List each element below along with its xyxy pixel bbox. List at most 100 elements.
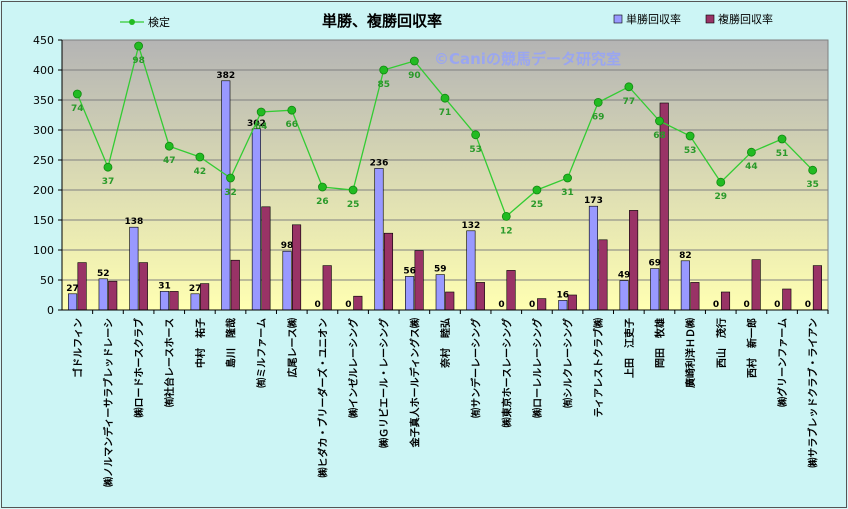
kentei-label: 25 [347,200,360,210]
x-category-label: 広尾レース㈱ [286,318,299,378]
kentei-point [655,116,664,126]
x-category-label: ㈱サラブレッドクラブ・ライアン [807,318,820,468]
y-tick-label: 350 [33,94,54,107]
bar-tansho [190,293,200,311]
bar-tansho [251,128,261,311]
x-category-label: 西村 新一郎 [745,318,758,378]
bar-fukusho [322,265,332,311]
kentei-point [532,185,542,195]
x-category-label: 廣崎利洋ＨＤ㈱ [684,318,697,389]
bar-fukusho [138,262,148,311]
legend-swatch-fukusho [705,14,715,24]
legend-label-kentei: 検定 [148,15,170,29]
bar-fukusho [720,291,731,311]
bar-value-label: 132 [461,221,480,231]
bars: 27 52 138 31 27 382 302 98 0 0 236 56 59 132 0 0 16 173 49… [66,71,822,311]
y-tick-label: 0 [47,304,54,317]
legend-point-swatch [129,19,135,25]
bar-fukusho [353,295,363,311]
kentei-point [501,211,511,221]
kentei-point [195,152,205,162]
y-tick-label: 100 [33,244,54,257]
kentei-point [134,41,144,51]
bar-value-label: 0 [345,300,351,310]
bar-fukusho [475,282,485,311]
bar-value-label: 27 [189,284,202,294]
kentei-label: 47 [163,156,176,166]
chart-title: 単勝、複勝回収率 [322,12,442,30]
bar-tansho [558,300,568,311]
kentei-point [747,147,756,157]
x-category-label: 奈村 睦弘 [439,318,452,369]
bar-fukusho [169,291,179,311]
bar-tansho [98,278,108,311]
y-tick-label: 50 [40,274,54,287]
bar-value-label: 382 [216,71,235,81]
bar-tansho [619,280,629,311]
x-category-label: 上田 江吏子 [623,318,636,378]
bar-value-label: 16 [557,290,570,300]
kentei-label: 29 [714,192,727,202]
kentei-label: 42 [194,167,207,177]
kentei-label: 25 [531,200,544,210]
kentei-label: 77 [623,97,636,107]
kentei-point [808,165,818,175]
bar-tansho [680,260,690,311]
bar-value-label: 0 [529,300,535,310]
bar-fukusho [108,280,118,311]
y-axis: 0 50 100 150 200 250 300 350 400 450 [33,34,63,317]
kentei-point [440,93,450,103]
x-category-label: ㈱ロードホースクラブ [133,318,146,418]
bar-value-label: 138 [124,217,143,227]
bar-value-label: 0 [744,300,750,310]
bar-value-label: 49 [618,271,631,281]
bar-fukusho [445,291,455,311]
x-category-label: ㈱ヒダカ・ブリーダーズ・ユニオン [316,318,329,478]
kentei-point [777,134,787,144]
kentei-label: 44 [745,162,758,172]
bar-tansho [68,293,78,311]
bar-value-label: 52 [97,269,110,279]
legend: 検定 単勝回収率 複勝回収率 [120,12,773,29]
kentei-point [563,173,572,183]
kentei-label: 85 [377,80,390,90]
kentei-point [318,182,327,192]
bar-value-label: 236 [370,158,389,168]
watermark: ©Caniの競馬データ研究室 [434,50,621,68]
legend-label-fukusho: 複勝回収率 [718,12,773,26]
kentei-label: 37 [102,177,115,187]
bar-value-label: 0 [774,300,780,310]
bar-tansho [405,276,415,311]
bar-fukusho [230,259,240,311]
kentei-point [716,177,726,187]
kentei-label: 53 [469,145,482,155]
y-tick-label: 400 [33,64,54,77]
x-category-label: 島川 隆哉 [225,318,238,368]
kentei-label: 31 [561,188,574,198]
kentei-label: 53 [684,146,697,156]
kentei-label: 35 [806,180,819,190]
kentei-label: 66 [286,120,299,130]
bar-tansho [650,268,660,311]
bar-fukusho [812,265,822,311]
kentei-label: 32 [224,188,237,198]
kentei-label: 69 [592,112,605,122]
bar-fukusho [690,282,700,311]
bar-tansho [159,291,170,311]
x-category-label: 西山 茂行 [715,318,728,368]
kentei-point [409,56,419,66]
kentei-point [287,105,297,115]
kentei-point [379,65,389,75]
kentei-point [685,131,695,141]
kentei-label: 26 [316,197,329,207]
kentei-point [624,82,634,92]
bar-fukusho [261,206,271,311]
bar-fukusho [537,298,547,311]
bar-tansho [129,226,139,311]
x-category-label: 金子真人ホールディングス㈱ [408,318,421,448]
bar-tansho [374,168,384,311]
x-category-label: 岡田 牧雄 [653,318,666,368]
bar-value-label: 27 [66,284,79,294]
